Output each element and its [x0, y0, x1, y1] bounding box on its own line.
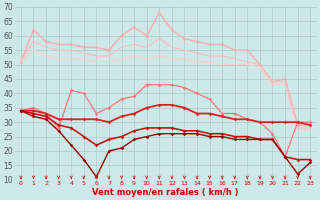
- X-axis label: Vent moyen/en rafales ( km/h ): Vent moyen/en rafales ( km/h ): [92, 188, 239, 197]
